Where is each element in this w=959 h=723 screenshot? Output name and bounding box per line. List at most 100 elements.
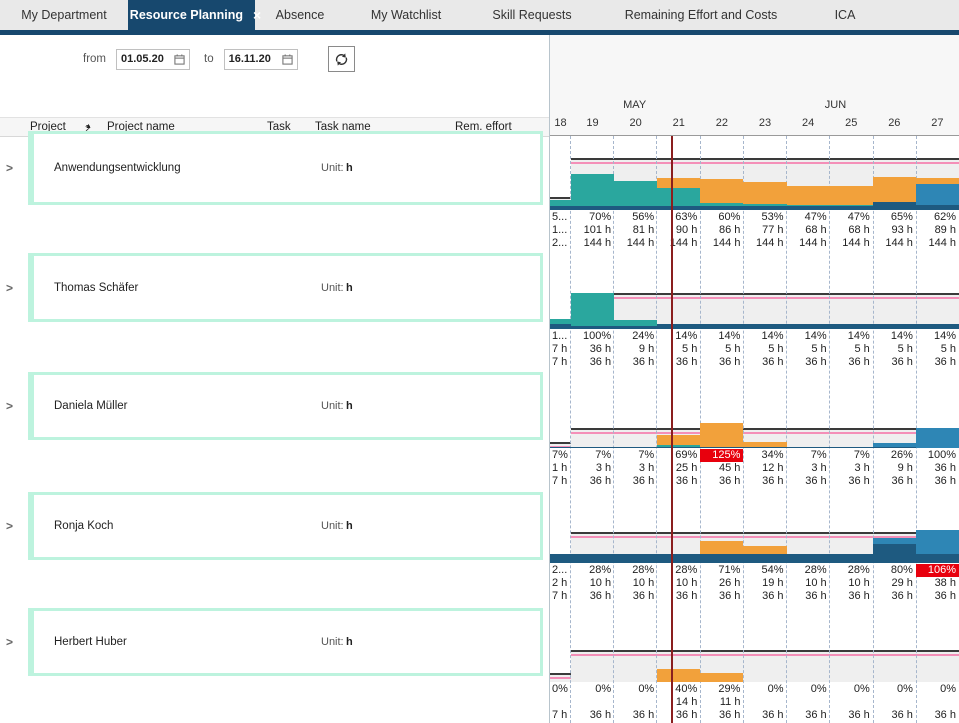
- allocated-hours: 5 h: [916, 343, 956, 356]
- date-to-input[interactable]: 16.11.20: [224, 49, 298, 70]
- capacity-hours: 36 h: [873, 475, 913, 488]
- allocated-hours: 9 h: [873, 462, 913, 475]
- allocated-hours: 7 h: [552, 343, 571, 356]
- capacity-zone: [787, 428, 830, 448]
- bar-cell: [916, 260, 959, 329]
- expand-chevron-icon[interactable]: >: [6, 519, 13, 533]
- capacity-zone: [614, 650, 657, 682]
- tab-ica[interactable]: ICA: [805, 0, 885, 30]
- capacity-zone: [571, 428, 614, 448]
- main-content: from 01.05.20 to 16.11.20: [0, 35, 959, 723]
- tab-absence[interactable]: Absence: [255, 0, 345, 30]
- capacity-zone: [743, 650, 786, 682]
- allocated-hours: 3 h: [614, 462, 654, 475]
- stacked-bar-navy: [787, 554, 830, 563]
- stacked-bar-orange: [657, 669, 700, 682]
- utilization-percent: 60%: [700, 211, 740, 224]
- allocated-hours: 19 h: [743, 577, 783, 590]
- expand-chevron-icon[interactable]: >: [6, 281, 13, 295]
- utilization-percent: 47%: [787, 211, 827, 224]
- capacity-hours: 144 h: [571, 237, 611, 250]
- stacked-bar-navy: [743, 554, 786, 563]
- tab-my-department[interactable]: My Department: [0, 0, 128, 30]
- stacked-bar-teal: [787, 205, 830, 206]
- stacked-bar-steel: [916, 530, 959, 554]
- capacity-limit-line: [657, 162, 700, 164]
- allocated-hours: 3 h: [787, 462, 827, 475]
- refresh-button[interactable]: [328, 46, 355, 72]
- value-cell: 14%5 h36 h: [657, 329, 700, 371]
- expand-chevron-icon[interactable]: >: [6, 635, 13, 649]
- value-cell: 0%36 h: [787, 682, 830, 723]
- allocated-hours: 10 h: [614, 577, 654, 590]
- resource-row-card[interactable]: AnwendungsentwicklungUnit:h: [28, 131, 543, 205]
- resource-row-card[interactable]: Thomas SchäferUnit:h: [28, 253, 543, 322]
- allocated-hours: [830, 696, 870, 709]
- value-cell: 28%10 h36 h: [571, 563, 614, 605]
- calendar-icon[interactable]: [174, 54, 185, 65]
- value-cell: 5...1...2...: [550, 210, 571, 252]
- date-from-input[interactable]: 01.05.20: [116, 49, 190, 70]
- calendar-icon[interactable]: [282, 54, 293, 65]
- capacity-limit-line: [873, 297, 916, 299]
- capacity-limit-line: [743, 432, 786, 434]
- bar-cell: [657, 500, 700, 563]
- resource-table-panel: from 01.05.20 to 16.11.20: [0, 35, 549, 723]
- stacked-bar-orange: [830, 186, 873, 205]
- value-cell: 28%10 h36 h: [614, 563, 657, 605]
- tab-skill-requests[interactable]: Skill Requests: [467, 0, 597, 30]
- stacked-bar-orange: [657, 435, 700, 445]
- bar-cell: [614, 380, 657, 448]
- utilization-percent: 70%: [571, 211, 611, 224]
- capacity-limit-line: [657, 297, 700, 299]
- stacked-bar-navy: [873, 544, 916, 563]
- expand-chevron-icon[interactable]: >: [6, 399, 13, 413]
- allocated-hours: 68 h: [787, 224, 827, 237]
- bar-cell: [700, 380, 743, 448]
- resource-row-card[interactable]: Herbert HuberUnit:h: [28, 608, 543, 676]
- tab-resource-planning[interactable]: Resource Planning ×: [128, 0, 255, 30]
- month-label-may: MAY: [623, 99, 646, 111]
- utilization-bars-row: [550, 620, 959, 682]
- capacity-hours: 36 h: [873, 590, 913, 603]
- tab-label: Skill Requests: [492, 8, 571, 22]
- stacked-bar-orange: [700, 423, 743, 447]
- capacity-limit-line: [700, 654, 743, 656]
- value-cell: 26%9 h36 h: [873, 448, 916, 490]
- stacked-bar-orange: [916, 178, 959, 184]
- stacked-bar-teal: [700, 203, 743, 206]
- stacked-bar-teal: [571, 293, 614, 326]
- tab-remaining-effort-and-costs[interactable]: Remaining Effort and Costs: [597, 0, 805, 30]
- bar-cell: [571, 260, 614, 329]
- resource-name: Daniela Müller: [54, 400, 128, 412]
- to-label: to: [204, 53, 214, 65]
- bar-cell: [787, 620, 830, 682]
- capacity-hours: 144 h: [700, 237, 740, 250]
- value-cell: 14%5 h36 h: [830, 329, 873, 371]
- utilization-percent: 0%: [743, 683, 783, 696]
- stacked-bar-teal: [614, 320, 657, 326]
- value-cell: 7%3 h36 h: [830, 448, 873, 490]
- capacity-limit-line: [614, 432, 657, 434]
- allocated-hours: 3 h: [571, 462, 611, 475]
- utilization-percent: 14%: [916, 330, 956, 343]
- capacity-zone: [614, 428, 657, 448]
- capacity-hours: 36 h: [614, 590, 654, 603]
- expand-chevron-icon[interactable]: >: [6, 161, 13, 175]
- stacked-bar-orange: [743, 546, 786, 554]
- resource-row-card[interactable]: Daniela MüllerUnit:h: [28, 372, 543, 440]
- tab-my-watchlist[interactable]: My Watchlist: [345, 0, 467, 30]
- bar-cell: [916, 620, 959, 682]
- bar-cell: [787, 380, 830, 448]
- value-cell: 0%36 h: [571, 682, 614, 723]
- resource-row-card[interactable]: Ronja KochUnit:h: [28, 492, 543, 560]
- capacity-zone: [916, 650, 959, 682]
- value-cell: 0%36 h: [743, 682, 786, 723]
- capacity-limit-line: [657, 654, 700, 656]
- tab-label: ICA: [835, 8, 856, 22]
- bar-cell: [830, 140, 873, 210]
- value-cell: 0%36 h: [873, 682, 916, 723]
- capacity-limit-line: [657, 536, 700, 538]
- value-cell: 125%45 h36 h: [700, 448, 743, 490]
- capacity-zone: [830, 650, 873, 682]
